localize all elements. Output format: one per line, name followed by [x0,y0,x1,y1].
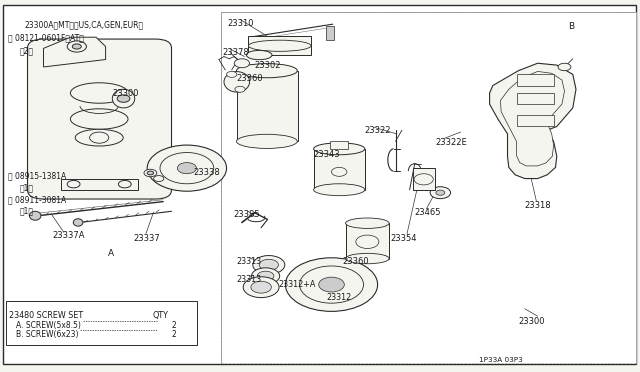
Bar [248,36,311,55]
Text: 23300: 23300 [112,89,138,97]
Text: Ⓦ 08915-1381A: Ⓦ 08915-1381A [8,171,66,180]
Circle shape [154,176,164,182]
Circle shape [90,132,109,143]
Text: 〈2〉: 〈2〉 [19,46,33,55]
Text: Ⓝ 08911-3081A: Ⓝ 08911-3081A [8,195,66,204]
Circle shape [300,266,364,303]
Circle shape [332,167,347,176]
Text: 23360: 23360 [342,257,369,266]
Circle shape [72,44,81,49]
Ellipse shape [248,40,311,51]
Bar [330,141,348,149]
Polygon shape [500,71,564,166]
Text: 2: 2 [172,321,176,330]
Polygon shape [61,179,138,190]
Bar [413,168,435,190]
Circle shape [177,163,196,174]
Text: 1P33A 03P3: 1P33A 03P3 [479,357,522,363]
Text: 〈1〉: 〈1〉 [19,207,33,216]
Circle shape [147,145,227,191]
Circle shape [117,95,130,102]
Text: B: B [568,22,575,31]
Text: 23300: 23300 [518,317,545,326]
Text: B. SCREW(6x23): B. SCREW(6x23) [16,330,79,339]
Ellipse shape [29,211,41,220]
Circle shape [144,169,157,177]
Polygon shape [44,37,106,67]
Circle shape [67,180,80,188]
Bar [346,223,389,259]
Text: 23480 SCREW SET: 23480 SCREW SET [9,311,83,320]
Circle shape [259,259,278,270]
Text: 23312+A: 23312+A [278,280,316,289]
Bar [517,115,554,126]
Text: QTY: QTY [152,311,168,320]
Text: A: A [108,249,114,258]
Circle shape [235,86,245,92]
Ellipse shape [346,253,389,264]
Text: 23300A〈MT〉〈US,CA,GEN,EUR〉: 23300A〈MT〉〈US,CA,GEN,EUR〉 [24,20,143,29]
Ellipse shape [237,64,297,78]
Circle shape [253,256,285,274]
Circle shape [118,180,131,188]
Ellipse shape [314,143,365,155]
Text: 23322E: 23322E [435,138,467,147]
Bar [517,93,554,104]
Text: 2: 2 [172,330,176,339]
Text: 23318: 23318 [525,201,552,210]
Circle shape [160,153,214,184]
Circle shape [430,187,451,199]
Circle shape [227,71,237,77]
Circle shape [356,235,379,248]
Text: A. SCREW(5x8.5): A. SCREW(5x8.5) [16,321,81,330]
Bar [326,26,334,40]
Circle shape [558,63,571,71]
Ellipse shape [346,218,389,228]
Ellipse shape [73,219,83,226]
Text: 23313: 23313 [237,275,262,284]
Text: 23338: 23338 [193,168,220,177]
Text: 23312: 23312 [326,293,351,302]
Ellipse shape [224,71,250,92]
Ellipse shape [70,83,128,103]
Ellipse shape [70,109,128,129]
Circle shape [414,174,433,185]
Text: 23360: 23360 [237,74,264,83]
Text: 23465: 23465 [415,208,441,217]
Text: 23302: 23302 [255,61,281,70]
Text: 〈1〉: 〈1〉 [19,183,33,192]
Text: 23310: 23310 [227,19,253,28]
Text: 23337: 23337 [133,234,160,243]
Circle shape [285,258,378,311]
Text: Ⓑ 08121-0601F〈AT〉: Ⓑ 08121-0601F〈AT〉 [8,33,84,42]
Ellipse shape [76,129,123,146]
Circle shape [147,171,154,175]
Text: 23378: 23378 [223,48,250,57]
Circle shape [251,281,271,293]
Circle shape [319,277,344,292]
Text: 23354: 23354 [390,234,417,243]
Bar [314,149,365,190]
Text: 23343: 23343 [314,150,340,158]
Ellipse shape [314,184,365,196]
Circle shape [67,41,86,52]
Ellipse shape [113,89,135,108]
Circle shape [234,59,250,68]
Text: 23385: 23385 [234,210,260,219]
FancyBboxPatch shape [28,39,172,199]
Text: 23322: 23322 [365,126,391,135]
Ellipse shape [246,50,272,60]
Circle shape [243,277,279,298]
Circle shape [436,190,445,195]
Text: 23313: 23313 [237,257,262,266]
Text: 23337A: 23337A [52,231,85,240]
Bar [237,71,298,141]
Bar [6,301,197,345]
Bar [221,12,636,363]
Circle shape [257,271,274,281]
Ellipse shape [237,134,297,148]
Polygon shape [490,63,576,179]
Bar [517,74,554,86]
Circle shape [252,268,280,284]
